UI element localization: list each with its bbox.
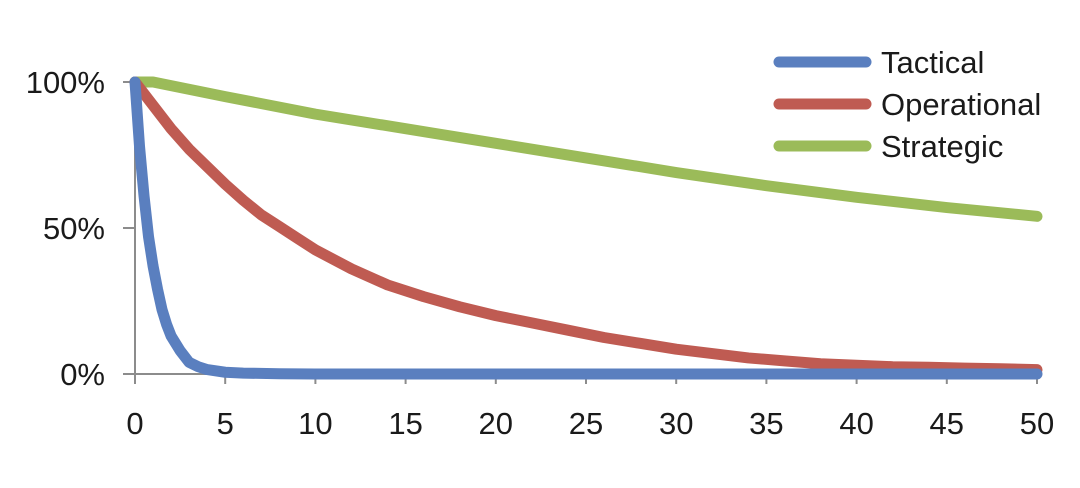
legend-label-strategic: Strategic xyxy=(881,129,1003,164)
x-tick-label: 40 xyxy=(839,406,873,441)
x-tick-label: 10 xyxy=(298,406,332,441)
x-tick-label: 15 xyxy=(388,406,422,441)
x-tick-label: 20 xyxy=(479,406,513,441)
x-tick-label: 50 xyxy=(1020,406,1054,441)
series-line-operational xyxy=(129,76,1043,376)
x-tick-label: 35 xyxy=(749,406,783,441)
legend-label-tactical: Tactical xyxy=(881,45,984,80)
x-tick-label: 45 xyxy=(930,406,964,441)
series-line-strategic xyxy=(129,76,1043,222)
x-tick-label: 5 xyxy=(217,406,234,441)
x-tick-label: 25 xyxy=(569,406,603,441)
series-line-tactical xyxy=(129,76,1043,380)
chart-axes: 0% 50% 100% 0 5 10 15 20 25 30 35 40 45 50 xyxy=(26,65,1055,441)
y-tick-label: 100% xyxy=(26,65,105,100)
y-tick-label: 50% xyxy=(43,211,105,246)
y-tick-label: 0% xyxy=(60,357,105,392)
x-tick-label: 30 xyxy=(659,406,693,441)
x-tick-label: 0 xyxy=(126,406,143,441)
chart-legend: Tactical Operational Strategic xyxy=(773,45,1041,164)
chart-series xyxy=(129,76,1043,380)
legend-label-operational: Operational xyxy=(881,87,1041,122)
